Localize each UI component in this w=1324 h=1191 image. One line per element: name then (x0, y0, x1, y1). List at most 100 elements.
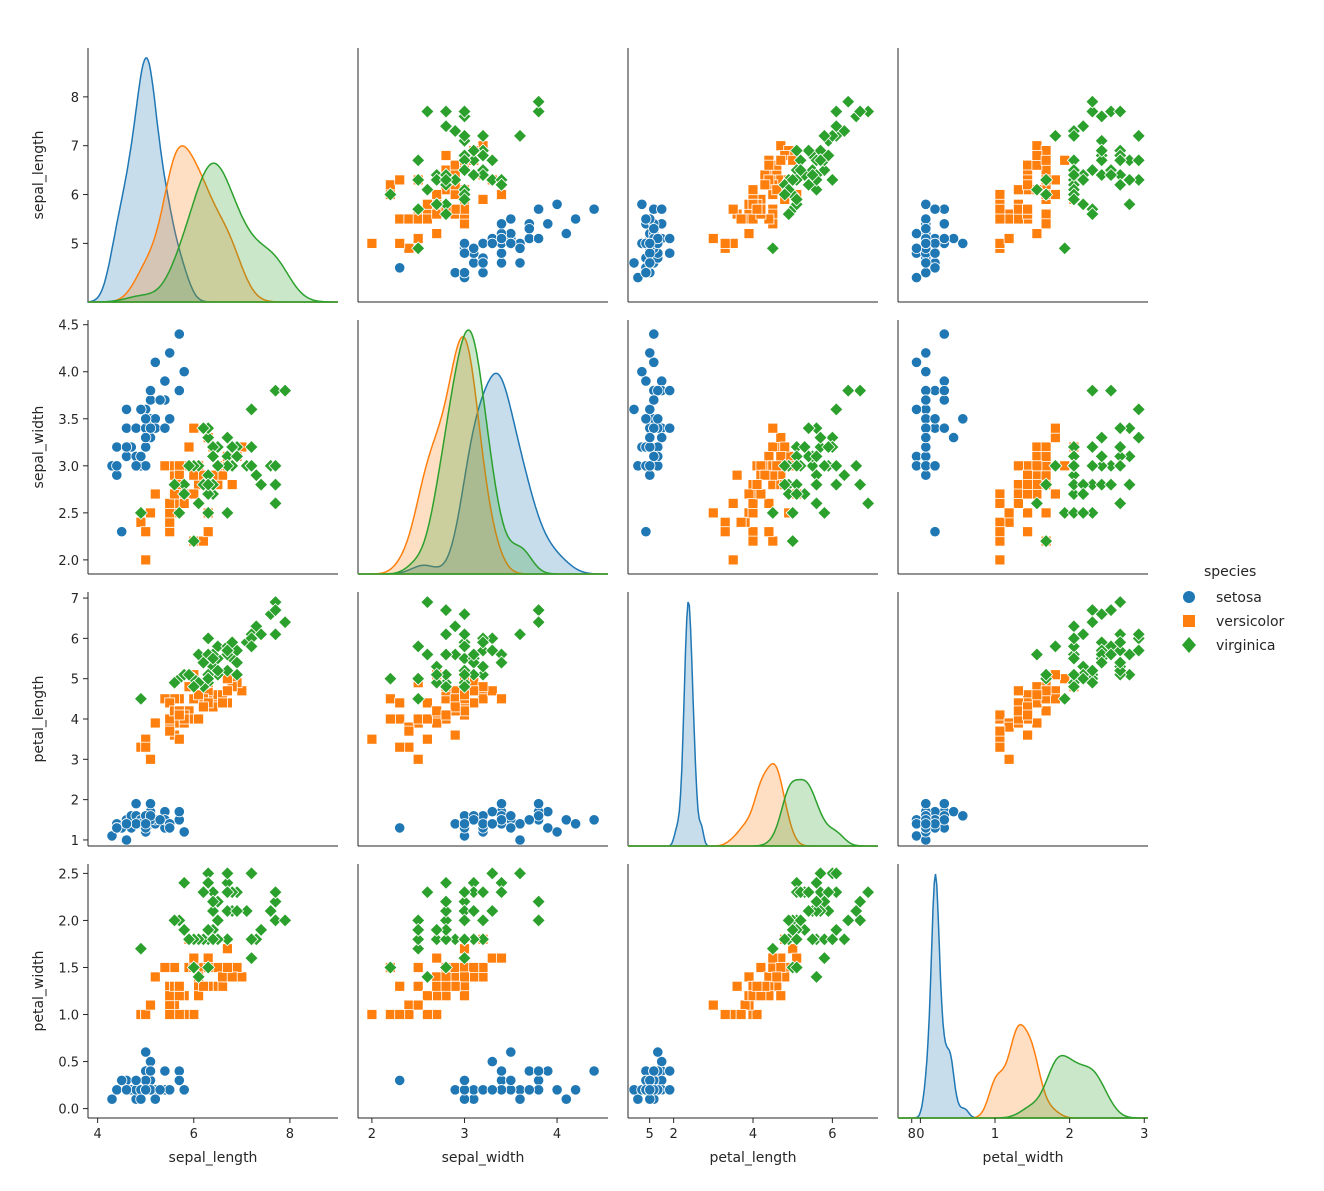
point-virginica (268, 496, 283, 511)
point-versicolor (747, 507, 759, 519)
point-setosa (154, 394, 166, 406)
point-versicolor (394, 1009, 406, 1020)
point-setosa (929, 262, 941, 274)
x-tick-label: 0 (916, 1127, 924, 1142)
point-versicolor (459, 980, 470, 992)
point-setosa (938, 798, 950, 810)
point-versicolor (739, 999, 751, 1011)
point-setosa (130, 818, 142, 830)
point-setosa (532, 1065, 545, 1077)
point-setosa (120, 818, 133, 830)
point-setosa (947, 232, 960, 245)
point-setosa (173, 806, 185, 818)
point-versicolor (755, 990, 767, 1002)
point-virginica (411, 941, 426, 956)
point-virginica (429, 172, 444, 187)
point-virginica (789, 143, 804, 158)
point-versicolor (394, 713, 406, 725)
point-versicolor (1031, 450, 1043, 462)
point-virginica (777, 932, 792, 947)
point-setosa (664, 247, 676, 259)
point-versicolor (1031, 469, 1043, 481)
point-setosa (656, 375, 668, 387)
point-versicolor (477, 681, 489, 693)
point-setosa (551, 1084, 563, 1096)
panel-petal_length-vs-sepal_length: 1 2 3 4 5 6 7 petal_length (31, 592, 338, 849)
point-setosa (920, 366, 932, 378)
point-versicolor (994, 213, 1006, 225)
point-versicolor (747, 526, 759, 538)
point-virginica (210, 663, 225, 678)
point-setosa (652, 413, 664, 425)
point-versicolor (1031, 717, 1043, 729)
point-virginica (485, 643, 500, 658)
point-versicolor (140, 526, 152, 538)
point-virginica (1113, 104, 1128, 119)
point-virginica (201, 671, 216, 686)
point-versicolor (421, 697, 433, 709)
point-versicolor (459, 971, 470, 983)
point-versicolor (1003, 753, 1015, 765)
point-virginica (420, 182, 435, 197)
point-virginica (429, 197, 444, 212)
point-setosa (495, 798, 508, 810)
point-virginica (268, 383, 283, 398)
point-versicolor (140, 554, 152, 566)
point-versicolor (468, 971, 480, 983)
point-versicolor (477, 693, 489, 705)
point-setosa (120, 403, 133, 415)
point-setosa (477, 257, 489, 269)
point-virginica (411, 241, 426, 256)
x-axis-label-petal_length: petal_length (709, 1150, 796, 1166)
point-virginica (1085, 207, 1100, 222)
x-tick-label: 4 (553, 1127, 561, 1142)
point-versicolor (1031, 140, 1043, 152)
point-versicolor (403, 741, 415, 753)
point-virginica (1029, 496, 1044, 511)
y-tick-label: 6 (71, 632, 79, 647)
point-setosa (947, 431, 960, 444)
point-versicolor (1040, 705, 1052, 717)
point-virginica (420, 969, 435, 984)
y-tick-label: 5 (71, 673, 79, 688)
point-versicolor (403, 213, 415, 225)
point-versicolor (431, 717, 443, 729)
point-virginica (817, 128, 832, 143)
point-setosa (111, 460, 123, 472)
point-versicolor (994, 709, 1006, 721)
point-versicolor (775, 154, 787, 166)
y-axis-label-sepal_length: sepal_length (31, 131, 47, 220)
point-virginica (220, 505, 235, 520)
kde-virginica-petal_length (628, 778, 878, 847)
panel-sepal_width-vs-petal_length (627, 320, 878, 575)
x-tick-label: 3 (460, 1127, 468, 1142)
panel-sepal_width-vs-sepal_width (357, 320, 608, 575)
point-versicolor (164, 1009, 176, 1020)
point-virginica (420, 104, 435, 119)
point-versicolor (449, 203, 461, 215)
point-setosa (938, 328, 950, 340)
point-setosa (947, 806, 960, 818)
point-setosa (394, 1074, 406, 1087)
point-virginica (438, 647, 454, 662)
point-virginica (1085, 94, 1100, 109)
point-setosa (514, 1093, 526, 1105)
point-versicolor (468, 697, 480, 709)
point-versicolor (1013, 497, 1024, 509)
point-setosa (560, 814, 572, 826)
point-versicolor (1013, 184, 1024, 196)
point-setosa (644, 1074, 656, 1087)
point-versicolor (217, 697, 229, 709)
y-axis-label-sepal_width: sepal_width (31, 406, 47, 489)
point-versicolor (1031, 159, 1043, 171)
point-setosa (542, 822, 554, 834)
point-versicolor (449, 159, 461, 171)
point-setosa (929, 526, 941, 538)
point-virginica (457, 104, 472, 119)
point-virginica (829, 866, 844, 881)
point-versicolor (763, 526, 775, 538)
point-virginica (494, 177, 509, 192)
point-versicolor (394, 237, 406, 249)
point-versicolor (1022, 479, 1033, 491)
point-versicolor (169, 962, 180, 973)
